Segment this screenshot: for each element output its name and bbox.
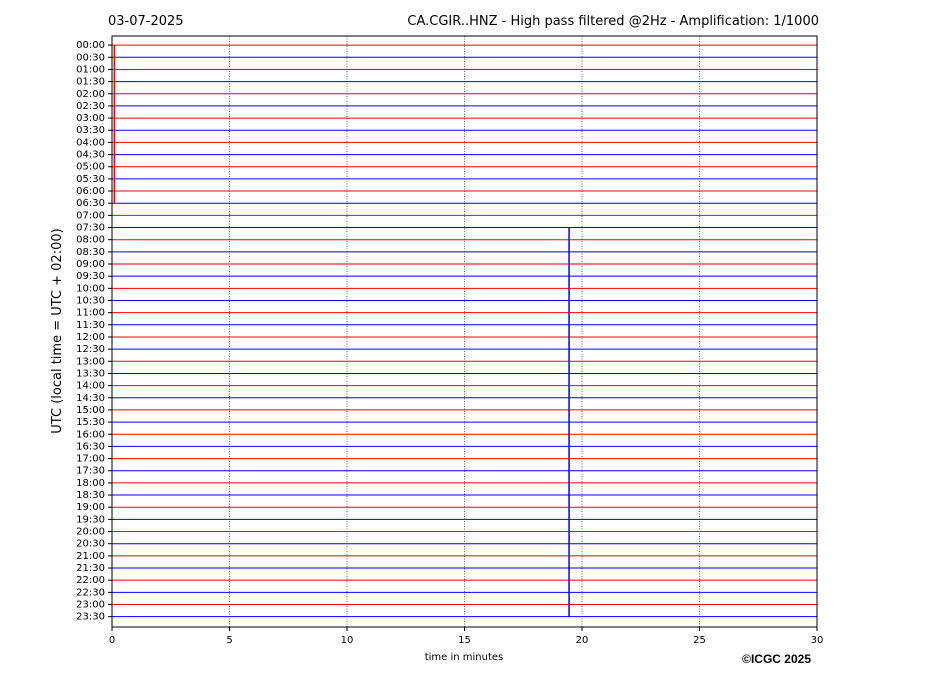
y-tick-label: 01:30 [76, 77, 105, 88]
y-tick-label: 21:30 [76, 563, 105, 574]
y-tick-label: 08:30 [76, 247, 105, 258]
y-tick-label: 07:30 [76, 223, 105, 234]
y-tick-label: 23:00 [76, 600, 105, 611]
y-tick-label: 05:00 [76, 162, 105, 173]
x-tick-label: 20 [576, 635, 589, 646]
y-tick-label: 14:30 [76, 393, 105, 404]
y-tick-label: 15:30 [76, 417, 105, 428]
y-tick-label: 02:00 [76, 89, 105, 100]
y-tick-label: 21:00 [76, 551, 105, 562]
date: 03-07-2025 [108, 14, 184, 29]
y-tick-label: 00:30 [76, 52, 105, 63]
y-tick-label: 15:00 [76, 405, 105, 416]
y-tick-label: 10:30 [76, 295, 105, 306]
y-tick-label: 01:00 [76, 64, 105, 75]
y-axis-label: UTC (local time = UTC + 02:00) [50, 228, 65, 433]
y-tick-label: 22:30 [76, 587, 105, 598]
y-tick-label: 13:00 [76, 356, 105, 367]
y-tick-label: 05:30 [76, 174, 105, 185]
x-tick-label: 15 [458, 635, 471, 646]
chart-title: CA.CGIR..HNZ - High pass filtered @2Hz -… [407, 14, 819, 29]
y-tick-label: 11:00 [76, 308, 105, 319]
y-tick-label: 16:30 [76, 441, 105, 452]
y-tick-label: 00:00 [76, 40, 105, 51]
y-tick-label: 16:00 [76, 429, 105, 440]
x-tick-label: 10 [341, 635, 354, 646]
y-tick-label: 19:00 [76, 502, 105, 513]
y-tick-label: 03:30 [76, 125, 105, 136]
y-tick-label: 12:00 [76, 332, 105, 343]
plot-frame [111, 35, 818, 628]
y-tick-label: 08:00 [76, 235, 105, 246]
y-tick-label: 09:30 [76, 271, 105, 282]
x-tick-label: 25 [693, 635, 706, 646]
y-tick-label: 09:00 [76, 259, 105, 270]
y-tick-label: 04:30 [76, 150, 105, 161]
y-tick-label: 17:00 [76, 454, 105, 465]
x-tick-label: 5 [226, 635, 232, 646]
y-tick-label: 12:30 [76, 344, 105, 355]
y-tick-label: 18:00 [76, 478, 105, 489]
y-tick-label: 06:00 [76, 186, 105, 197]
x-axis-label: time in minutes [425, 652, 504, 663]
copyright: ©ICGC 2025 [742, 652, 811, 666]
y-tick-label: 07:00 [76, 210, 105, 221]
y-tick-label: 02:30 [76, 101, 105, 112]
y-tick-label: 18:30 [76, 490, 105, 501]
y-tick-label: 10:00 [76, 283, 105, 294]
y-tick-label: 06:30 [76, 198, 105, 209]
y-tick-label: 11:30 [76, 320, 105, 331]
y-tick-label: 17:30 [76, 466, 105, 477]
y-tick-label: 04:00 [76, 137, 105, 148]
y-tick-label: 14:00 [76, 381, 105, 392]
y-tick-label: 03:00 [76, 113, 105, 124]
y-tick-label: 20:30 [76, 539, 105, 550]
x-tick-label: 30 [811, 635, 824, 646]
x-tick-label: 0 [109, 635, 115, 646]
y-tick-label: 23:30 [76, 612, 105, 623]
y-tick-label: 19:30 [76, 514, 105, 525]
y-tick-label: 13:30 [76, 368, 105, 379]
y-tick-label: 20:00 [76, 527, 105, 538]
y-tick-label: 22:00 [76, 575, 105, 586]
